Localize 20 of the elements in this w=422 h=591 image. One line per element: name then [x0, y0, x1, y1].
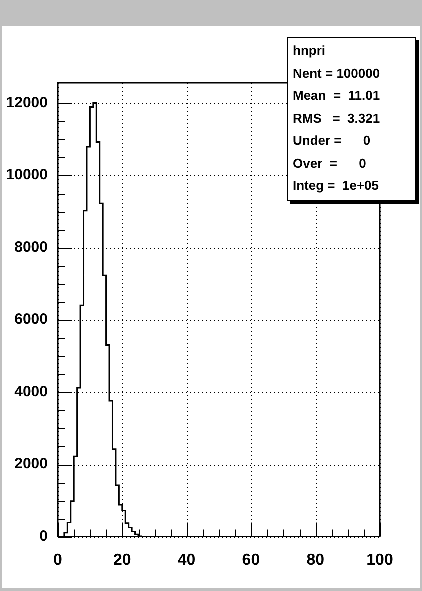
text: Nent = 100000	[293, 66, 380, 80]
annotation: Integ = 1e+05	[293, 177, 380, 195]
y-tick-label: 0	[40, 528, 48, 545]
annotation: Over = 0	[293, 154, 368, 172]
x-tick-label: 100	[366, 552, 394, 569]
y-tick-label: 2000	[14, 456, 48, 473]
y-tick-label: 8000	[14, 238, 48, 256]
x-tick-label: 0	[54, 552, 63, 569]
annotation: Mean = 11.01	[293, 87, 382, 105]
x-tick-label: 40	[178, 552, 196, 569]
y-tick-label: 10000	[6, 166, 48, 184]
y-tick-label: 12000	[6, 94, 48, 112]
x-tick-label: 60	[242, 552, 260, 569]
text: hnpri	[293, 43, 326, 58]
y-tick-label: 6000	[14, 311, 48, 328]
annotation: Under = 0	[293, 132, 372, 150]
x-tick-label: 20	[114, 552, 132, 569]
x-tick-label: 80	[306, 552, 325, 569]
y-tick-label: 4000	[14, 383, 48, 400]
annotation: RMS = 3.321	[293, 110, 382, 128]
